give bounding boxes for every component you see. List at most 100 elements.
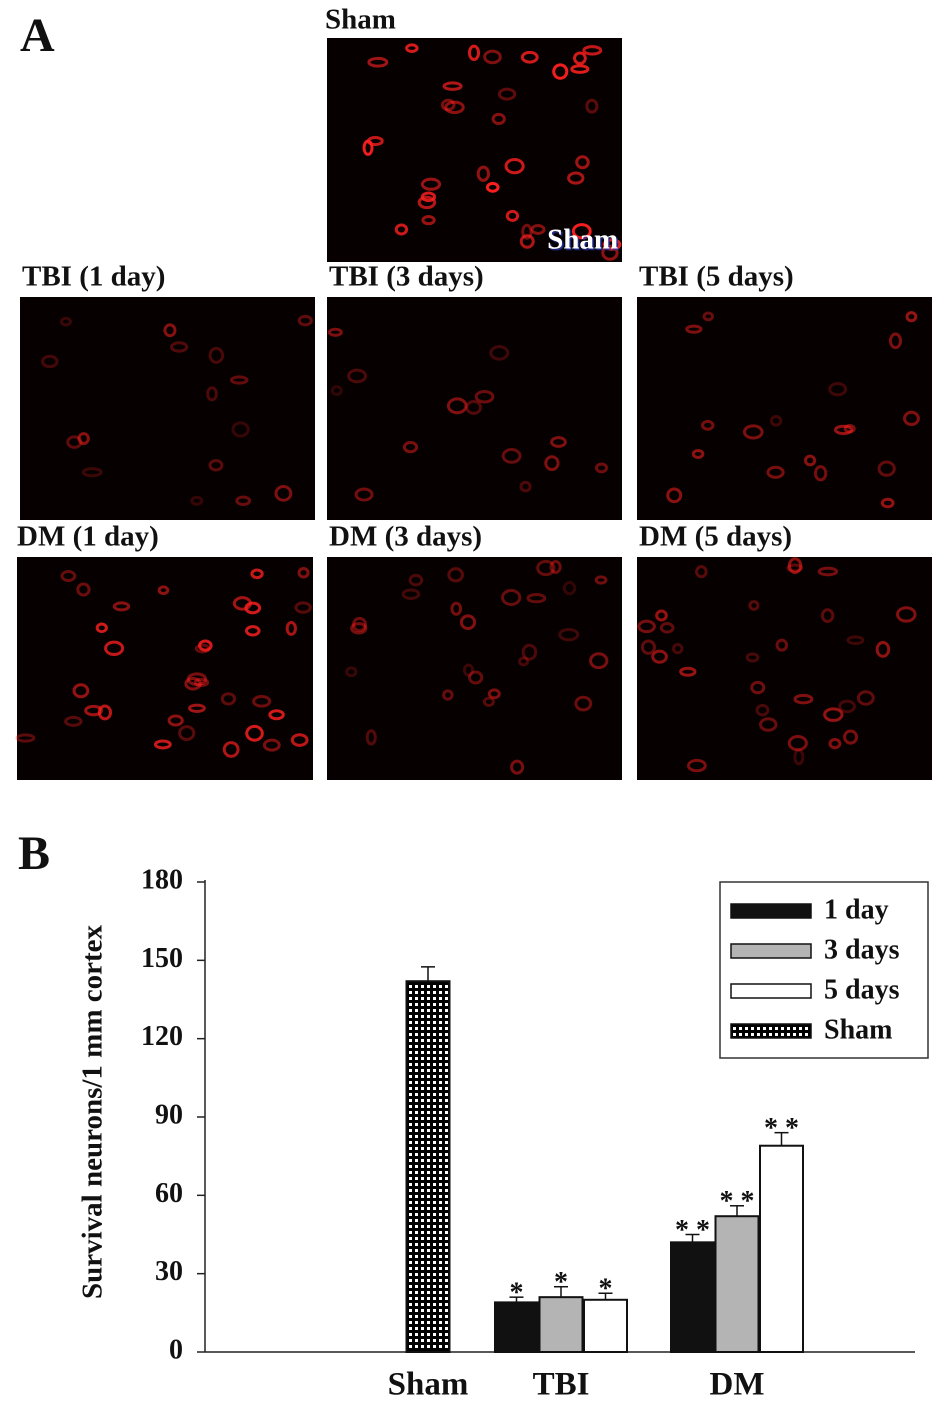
cell-nucleus xyxy=(367,56,389,68)
cell-nucleus xyxy=(519,480,532,493)
cell-nucleus xyxy=(462,663,475,677)
bar xyxy=(714,1215,760,1353)
image-overlay: Sham xyxy=(547,224,618,256)
cell-nucleus xyxy=(838,699,856,714)
cell-nucleus xyxy=(786,563,804,573)
cell-nucleus xyxy=(170,341,189,353)
cell-nucleus xyxy=(420,177,442,191)
cell-nucleus xyxy=(846,635,865,646)
significance-marker: * xyxy=(599,1274,613,1305)
cell-nucleus xyxy=(188,703,206,713)
cell-nucleus xyxy=(775,638,789,652)
cell-nucleus xyxy=(501,588,522,606)
cell-nucleus xyxy=(208,346,225,364)
panel-label: B xyxy=(18,827,50,880)
cell-nucleus xyxy=(521,643,538,661)
cell-nucleus xyxy=(446,397,468,415)
cell-nucleus xyxy=(77,432,90,446)
cell-nucleus xyxy=(793,693,814,705)
cell-nucleus xyxy=(530,224,546,235)
cell-nucleus xyxy=(208,459,224,472)
cell-nucleus xyxy=(442,689,454,701)
cell-nucleus xyxy=(206,386,218,402)
cell-nucleus xyxy=(153,739,172,750)
cell-nucleus xyxy=(417,195,437,210)
cell-nucleus xyxy=(104,640,125,656)
cell-nucleus xyxy=(601,244,619,261)
cell-nucleus xyxy=(817,566,839,577)
cell-nucleus xyxy=(549,560,562,574)
cell-nucleus xyxy=(447,567,464,583)
cell-nucleus xyxy=(467,44,481,61)
cell-nucleus xyxy=(232,596,252,611)
cell-nucleus xyxy=(365,729,377,746)
cell-nucleus xyxy=(190,495,204,506)
cell-nucleus xyxy=(64,715,83,727)
cell-nucleus xyxy=(582,45,603,56)
bar xyxy=(759,1144,804,1353)
cell-nucleus xyxy=(440,98,456,112)
cell-nucleus xyxy=(793,748,805,766)
cell-nucleus xyxy=(671,643,684,655)
cell-nucleus xyxy=(405,43,419,53)
significance-marker: * xyxy=(510,1278,524,1309)
cell-nucleus xyxy=(702,311,714,322)
cell-nucleus xyxy=(803,454,817,467)
cell-nucleus xyxy=(66,435,83,449)
cell-nucleus xyxy=(745,652,760,663)
cell-nucleus xyxy=(362,139,374,156)
cell-nucleus xyxy=(521,223,533,240)
cell-nucleus xyxy=(157,585,170,596)
cell-nucleus xyxy=(755,703,770,717)
cell-nucleus xyxy=(575,155,590,170)
cell-nucleus xyxy=(354,487,374,502)
cell-nucleus xyxy=(510,759,525,775)
cell-nucleus xyxy=(571,223,592,240)
cell-nucleus xyxy=(297,314,313,327)
y-tick-label: 0 xyxy=(169,1334,183,1365)
image-title: TBI (1 day) xyxy=(22,261,165,293)
cell-nucleus xyxy=(562,580,577,596)
cell-nucleus xyxy=(262,738,281,752)
cell-nucleus xyxy=(294,601,312,614)
cell-nucleus xyxy=(585,98,599,114)
cell-nucleus xyxy=(327,327,343,337)
cell-nucleus xyxy=(184,676,202,691)
y-tick-label: 120 xyxy=(141,1021,183,1052)
cell-nucleus xyxy=(163,323,177,338)
cell-nucleus xyxy=(536,559,556,577)
cell-nucleus xyxy=(220,692,237,706)
legend-swatch xyxy=(730,983,812,999)
image-title: DM (3 days) xyxy=(329,521,482,553)
cell-nucleus xyxy=(482,696,495,707)
cell-nucleus xyxy=(769,415,783,427)
cell-nucleus xyxy=(695,565,708,579)
cell-nucleus xyxy=(518,656,530,667)
legend-label: Sham xyxy=(824,1014,892,1045)
cell-nucleus xyxy=(476,165,490,182)
bar xyxy=(405,980,451,1353)
cell-nucleus xyxy=(679,666,697,677)
micrograph xyxy=(327,38,622,262)
cell-nucleus xyxy=(465,400,482,415)
cell-nucleus xyxy=(691,448,705,459)
legend-label: 5 days xyxy=(824,974,900,1005)
cell-nucleus xyxy=(401,588,421,600)
cell-nucleus xyxy=(875,641,891,658)
cell-nucleus xyxy=(504,157,525,175)
significance-marker: * * xyxy=(764,1113,799,1144)
cell-nucleus xyxy=(483,49,502,65)
image-title: DM (5 days) xyxy=(639,521,792,553)
cell-nucleus xyxy=(420,191,437,203)
cell-nucleus xyxy=(655,609,668,622)
cell-nucleus xyxy=(787,557,803,574)
cell-nucleus xyxy=(637,619,656,634)
cell-nucleus xyxy=(444,100,465,115)
cell-nucleus xyxy=(274,485,293,502)
cell-nucleus xyxy=(666,487,683,504)
cell-nucleus xyxy=(602,238,622,251)
y-tick-label: 30 xyxy=(155,1256,183,1287)
cell-nucleus xyxy=(250,568,264,580)
micrograph xyxy=(327,297,622,520)
